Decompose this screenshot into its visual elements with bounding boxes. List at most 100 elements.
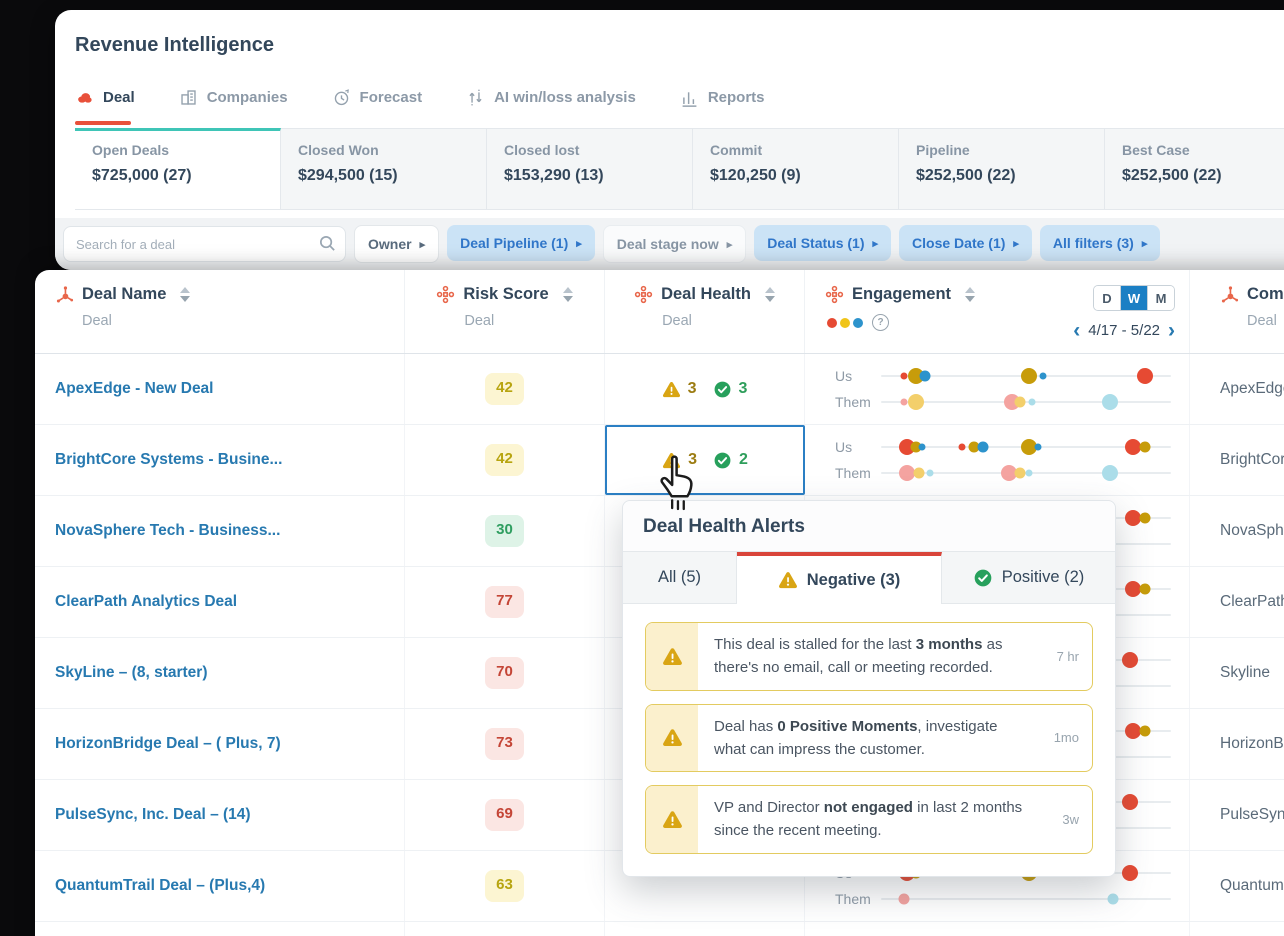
alert-text-bold: 3 months	[915, 636, 983, 653]
sort-toggle[interactable]	[965, 287, 976, 302]
summary-card-value: $725,000 (27)	[92, 167, 192, 184]
engagement-legend: ?	[827, 314, 975, 331]
risk-score-pill: 30	[485, 515, 524, 547]
engagement-dot	[1125, 581, 1142, 597]
alert-text: Deal has 0 Positive Moments, investigate…	[698, 705, 1031, 772]
forecast-icon	[332, 88, 351, 107]
engagement-dot	[1139, 725, 1151, 737]
granularity-d-button[interactable]: D	[1094, 286, 1121, 310]
alert-time: 7 hr	[1056, 648, 1079, 664]
deal-name-link[interactable]: PulseSync, Inc. Deal – (14)	[55, 806, 251, 823]
deal-name-link[interactable]: QuantumTrail Deal – (Plus,4)	[55, 877, 266, 894]
column-subtitle: Deal	[1247, 313, 1277, 329]
alert-text-bold: 0 Positive Moments	[777, 717, 918, 735]
summary-card-commit[interactable]: Commit $120,250 (9)	[693, 128, 899, 210]
tab-deal[interactable]: Deal	[75, 88, 135, 125]
risk-score-cell: 63	[405, 851, 605, 921]
filter-chip-deal-status[interactable]: Deal Status (1) ▸	[754, 225, 892, 261]
negative-alert-count: 3	[687, 380, 697, 397]
engagement-dot	[1000, 465, 1017, 481]
filter-chip-deal-stage-now[interactable]: Deal stage now ▸	[602, 225, 747, 263]
summary-card-value: $252,500 (22)	[916, 167, 1016, 184]
sort-toggle[interactable]	[180, 287, 191, 302]
alert-text-pre: VP and Director	[714, 799, 824, 816]
granularity-w-button[interactable]: W	[1121, 286, 1148, 310]
alert-tab-positive[interactable]: Positive (2)	[942, 552, 1115, 604]
hubspot-sprocket-icon	[1220, 285, 1239, 304]
risk-score-pill: 42	[485, 444, 524, 476]
filter-chip-close-date[interactable]: Close Date (1) ▸	[899, 225, 1032, 261]
engagement-dot	[1014, 396, 1026, 408]
search-input[interactable]	[63, 226, 346, 262]
summary-card-open-deals[interactable]: Open Deals $725,000 (27)	[75, 128, 281, 210]
hubspot-sprocket-icon	[55, 285, 74, 304]
deal-health-cell[interactable]	[605, 851, 805, 921]
summary-card-best-case[interactable]: Best Case $252,500 (22)	[1105, 128, 1284, 210]
engagement-dot	[1107, 893, 1119, 905]
column-header-company[interactable]: Company Deal	[1190, 270, 1284, 353]
filter-chip-label: Deal stage now	[616, 236, 719, 252]
filter-chip-deal-pipeline[interactable]: Deal Pipeline (1) ▸	[447, 225, 595, 261]
deal-name-link[interactable]: ClearPath Analytics Deal	[55, 593, 238, 610]
alert-tab-negative[interactable]: Negative (3)	[737, 552, 942, 604]
summary-card-label: Pipeline	[916, 142, 970, 158]
engagement-dot	[1139, 441, 1151, 453]
filter-chip-all-filters[interactable]: All filters (3) ▸	[1039, 225, 1161, 261]
deal-name-link[interactable]: HorizonBridge Deal – ( Plus, 7)	[55, 735, 281, 752]
deal-name-link[interactable]: SkyLine – (8, starter)	[55, 664, 208, 681]
summary-card-pipeline[interactable]: Pipeline $252,500 (22)	[899, 128, 1105, 210]
engagement-dot	[1020, 439, 1037, 455]
engagement-dot	[1122, 865, 1139, 881]
table-row: ApexEdge - New Deal4233UsThemApexEdge	[35, 354, 1284, 425]
legend-dot	[827, 317, 837, 328]
company-cell: BrightCore	[1190, 425, 1284, 495]
engagement-them-label: Them	[835, 394, 871, 410]
column-header-deal-name[interactable]: Deal Name Deal	[35, 270, 405, 353]
engagement-dot	[1014, 467, 1026, 479]
engagement-dot	[913, 467, 925, 479]
table-header: Deal Name Deal Risk Score	[35, 270, 1284, 354]
engagement-dot	[1139, 512, 1151, 524]
company-name: PulseSync	[1220, 806, 1284, 823]
prev-period-button[interactable]: ‹	[1073, 319, 1081, 342]
deal-name-link[interactable]: NovaSphere Tech - Business...	[55, 522, 281, 539]
summary-card-closed-won[interactable]: Closed Won $294,500 (15)	[281, 128, 487, 210]
alert-tab-all[interactable]: All (5)	[623, 552, 737, 604]
deal-name-link[interactable]: ApexEdge - New Deal	[55, 380, 214, 397]
engagement-us-line: Us	[835, 364, 1171, 388]
engagement-dot	[1122, 652, 1139, 668]
next-period-button[interactable]: ›	[1168, 319, 1175, 342]
sort-toggle[interactable]	[764, 287, 775, 302]
tab-forecast[interactable]: Forecast	[332, 88, 422, 111]
engagement-dot	[958, 443, 966, 451]
deal-health-cell[interactable]	[605, 922, 805, 936]
help-icon[interactable]: ?	[872, 314, 889, 331]
engagement-dot	[977, 441, 988, 453]
engagement-dot	[899, 465, 916, 481]
tab-label: All (5)	[657, 568, 702, 586]
deal-name-cell	[35, 922, 405, 936]
filter-chip-label: Owner	[368, 236, 412, 252]
filter-chip-label: All filters (3)	[1052, 235, 1134, 251]
tab-reports[interactable]: Reports	[680, 88, 765, 111]
deal-name-cell: HorizonBridge Deal – ( Plus, 7)	[35, 709, 405, 779]
alert-tabs: All (5) Negative (3) Positive (2)	[623, 552, 1115, 604]
summary-card-closed-lost[interactable]: Closed lost $153,290 (13)	[487, 128, 693, 210]
filter-chip-owner[interactable]: Owner ▸	[354, 225, 440, 263]
engagement-dot	[1102, 465, 1119, 481]
column-title: Risk Score	[463, 285, 549, 303]
deal-name-cell: ClearPath Analytics Deal	[35, 567, 405, 637]
tab-ai-win-loss[interactable]: AI win/loss analysis	[466, 88, 636, 111]
tab-companies[interactable]: Companies	[179, 88, 288, 111]
sort-toggle[interactable]	[562, 287, 573, 302]
granularity-m-button[interactable]: M	[1148, 286, 1174, 310]
summary-card-value: $294,500 (15)	[298, 167, 398, 184]
risk-score-cell	[405, 922, 605, 936]
deal-name-link[interactable]: BrightCore Systems - Busine...	[55, 451, 283, 468]
column-header-risk-score[interactable]: Risk Score Deal	[405, 270, 605, 353]
column-header-deal-health[interactable]: Deal Health Deal	[605, 270, 805, 353]
